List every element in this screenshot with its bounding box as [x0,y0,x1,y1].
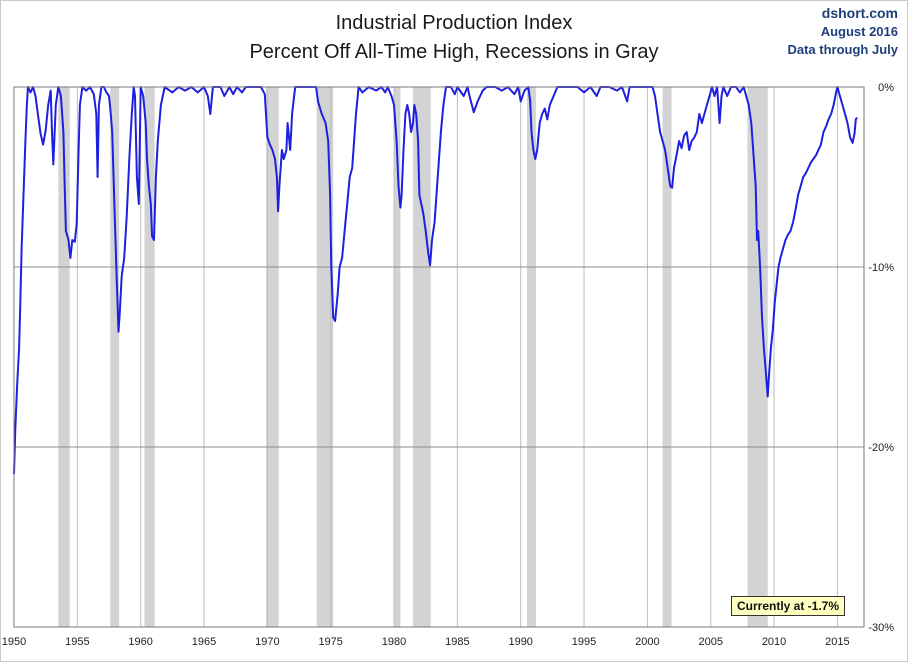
recession-band [747,87,768,627]
series-layer [13,86,858,475]
recession-band [316,87,334,627]
recession-band [266,87,279,627]
x-tick-label: 1990 [508,636,532,648]
x-tick-labels: 1950 1955 1960 1965 1970 1975 1980 1985 1990 1995… [2,636,850,648]
chart-title-line1: Industrial Production Index [335,12,573,34]
x-tick-label: 2005 [698,636,722,648]
recession-band [144,87,155,627]
current-value-callout: Currently at -1.7% [731,596,846,616]
axes [13,86,865,628]
x-tick-label: 1960 [128,636,152,648]
recession-band [527,87,536,627]
x-tick-label: 1955 [65,636,89,648]
recession-band [58,87,70,627]
credit-note: Data through July [787,42,898,57]
x-tick-label: 2010 [762,636,786,648]
x-tick-label: 1985 [445,636,469,648]
y-tick-label: -10% [868,262,894,274]
credit-site: dshort.com [821,5,898,21]
x-tick-label: 1980 [382,636,406,648]
y-tick-label: 0% [878,82,894,94]
recession-band [394,87,401,627]
y-tick-labels: 0% -10% -20% -30% [868,82,894,634]
x-tick-label: 1975 [318,636,342,648]
series-line [13,86,858,475]
x-tick-label: 1965 [192,636,216,648]
chart-title-line2: Percent Off All-Time High, Recessions in… [249,41,659,63]
recession-band [413,87,431,627]
credit-date: August 2016 [820,24,898,39]
recession-band [662,87,672,627]
x-tick-label: 1970 [255,636,279,648]
plot-border [13,86,865,628]
y-tick-label: -30% [868,622,894,634]
x-tick-label: 1995 [572,636,596,648]
x-tick-label: 2000 [635,636,659,648]
x-tick-label: 2015 [825,636,849,648]
y-tick-label: -20% [868,442,894,454]
recession-band [110,87,120,627]
recession-bands [58,87,768,627]
x-tick-label: 1950 [2,636,26,648]
